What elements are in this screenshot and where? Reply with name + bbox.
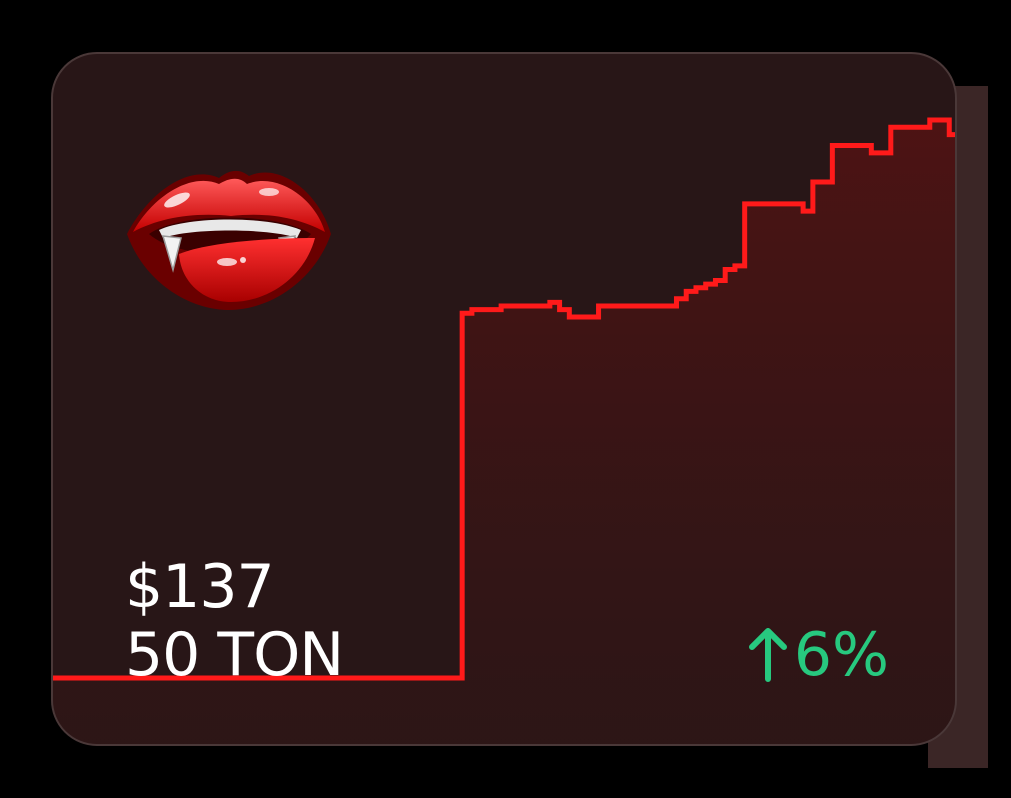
vampire-lips-icon — [127, 170, 331, 310]
arrow-up-icon — [748, 628, 787, 682]
price-chart — [53, 117, 955, 744]
price-change-value: 6% — [793, 620, 889, 690]
chart-area — [53, 120, 955, 744]
price-change: 6% — [746, 620, 889, 690]
price-usd: $137 — [125, 552, 275, 622]
price-ton: 50 TON — [125, 620, 344, 690]
chart-line — [53, 117, 955, 681]
gift-price-card[interactable]: $137 50 TON 6% — [51, 52, 957, 746]
